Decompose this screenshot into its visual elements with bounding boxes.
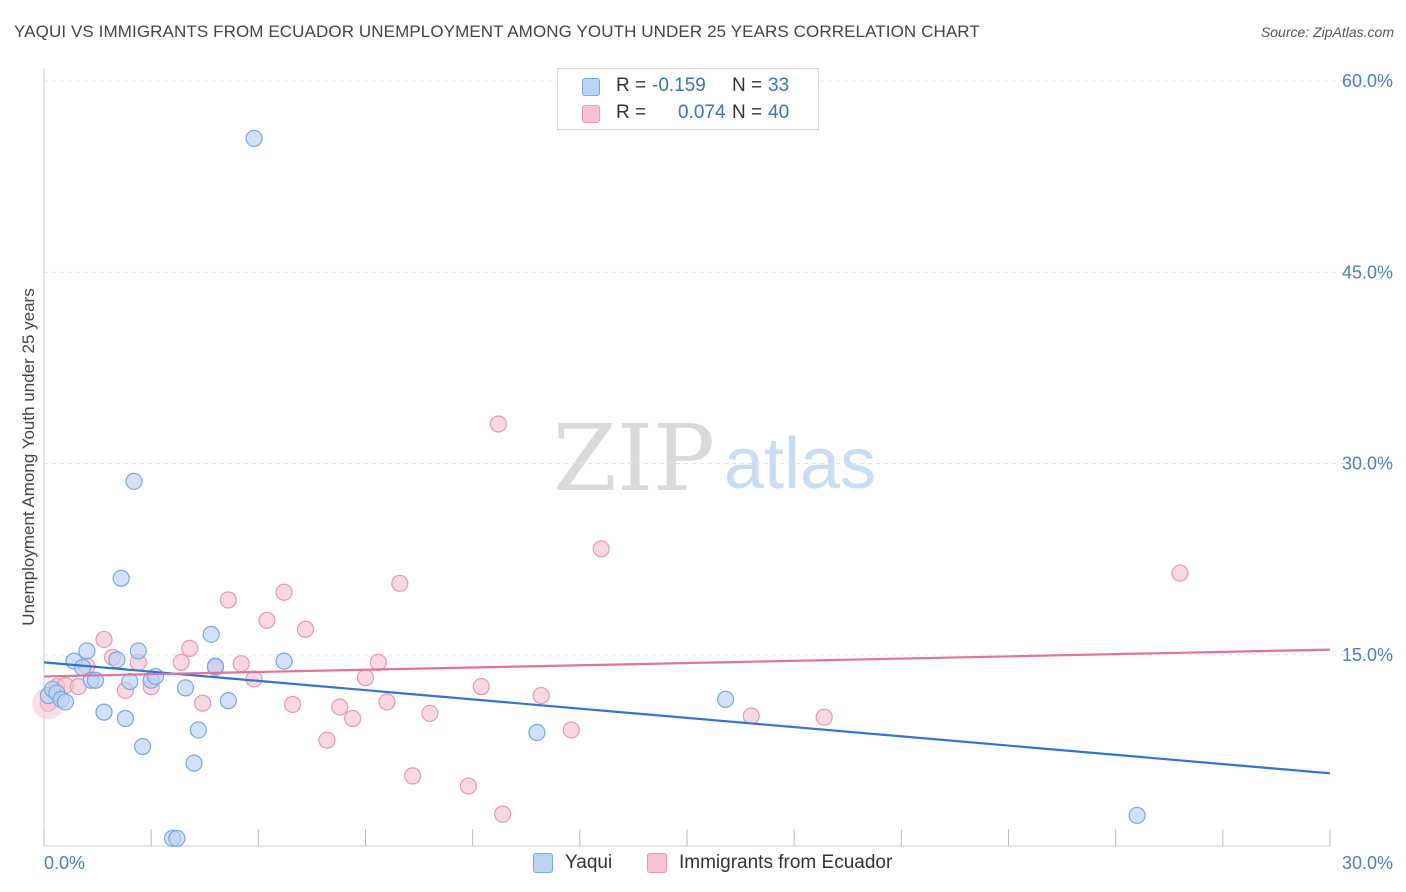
watermark-zip: ZIP — [553, 405, 715, 512]
legend-swatch-ecuador — [582, 105, 600, 123]
ecuador-point — [275, 583, 293, 601]
ecuador-point — [284, 695, 302, 714]
yaqui-point — [206, 657, 225, 675]
yaqui-point — [95, 703, 113, 721]
source-credit: Source: ZipAtlas.com — [1260, 24, 1394, 40]
ecuador-point — [1171, 564, 1189, 582]
y-tick-label-15: 15.0% — [1342, 645, 1393, 665]
watermark: ZIP atlas — [553, 405, 876, 512]
legend-n-label: N = — [732, 75, 763, 96]
x-tick-label-min: 0.0% — [44, 853, 85, 873]
bottom-legend-swatch-ecuador — [647, 853, 667, 873]
bottom-legend-label-ecuador: Immigrants from Ecuador — [679, 852, 893, 873]
ecuador-point — [356, 669, 375, 687]
yaqui-point — [129, 642, 147, 660]
ecuador-point — [219, 591, 237, 609]
legend-r-label: R = — [616, 75, 647, 96]
ecuador-point — [815, 708, 833, 726]
y-tick-label-45: 45.0% — [1342, 262, 1393, 282]
ecuador-point — [258, 611, 276, 629]
ecuador-point — [494, 805, 512, 823]
ecuador-point — [592, 540, 610, 558]
ecuador-point — [404, 767, 422, 785]
x-axis-ticks — [43, 829, 1331, 846]
ecuador-point — [344, 709, 362, 728]
y-axis-tick-labels: 15.0% 30.0% 45.0% 60.0% — [1342, 71, 1393, 665]
ecuador-point — [296, 620, 315, 638]
yaqui-point — [133, 737, 152, 756]
ecuador-trend-line — [43, 648, 1331, 678]
yaqui-points — [39, 129, 1146, 847]
legend-n-label: N = — [732, 102, 763, 123]
chart-title: YAQUI VS IMMIGRANTS FROM ECUADOR UNEMPLO… — [14, 22, 980, 41]
bottom-legend-swatch-yaqui — [533, 853, 553, 873]
x-tick-label-max: 30.0% — [1342, 853, 1393, 873]
ecuador-point — [95, 630, 113, 649]
ecuador-point — [742, 707, 760, 725]
y-tick-label-60: 60.0% — [1342, 71, 1393, 91]
gridlines — [44, 80, 1393, 656]
correlation-legend: R = -0.159 N = 33 R = 0.074 N = 40 — [557, 68, 819, 130]
yaqui-point — [245, 129, 263, 147]
ecuador-point — [562, 721, 580, 739]
yaqui-point — [56, 693, 75, 711]
ecuador-point — [378, 693, 396, 711]
yaqui-point — [168, 829, 186, 847]
ecuador-point — [318, 731, 336, 749]
yaqui-point — [116, 709, 135, 728]
ecuador-point — [459, 777, 477, 795]
ecuador-point — [181, 639, 199, 657]
ecuador-point — [331, 698, 349, 716]
yaqui-point — [202, 625, 220, 643]
legend-swatch-yaqui — [582, 78, 600, 96]
yaqui-point — [121, 672, 139, 691]
ecuador-point — [489, 415, 507, 433]
yaqui-point — [275, 652, 293, 670]
legend-r-label: R = — [616, 102, 647, 123]
yaqui-point — [108, 651, 126, 669]
yaqui-point — [716, 690, 735, 708]
y-axis-label: Unemployment Among Youth under 25 years — [19, 288, 38, 625]
yaqui-point — [112, 569, 130, 587]
ecuador-point — [472, 678, 490, 696]
yaqui-point — [78, 642, 96, 660]
legend-r-value-ecuador: 0.074 — [678, 102, 726, 123]
yaqui-point — [219, 692, 237, 710]
ecuador-point — [532, 686, 550, 705]
ecuador-point — [369, 653, 387, 672]
legend-n-value-yaqui: 33 — [768, 75, 790, 96]
yaqui-point — [176, 679, 195, 697]
ecuador-point — [391, 574, 409, 592]
ecuador-point — [194, 694, 212, 712]
bottom-legend-label-yaqui: Yaqui — [565, 852, 613, 873]
yaqui-point — [1128, 806, 1146, 825]
ecuador-point — [421, 704, 439, 723]
yaqui-point — [185, 754, 203, 772]
yaqui-point — [125, 472, 143, 490]
yaqui-trend-line — [43, 661, 1331, 775]
yaqui-point — [528, 723, 546, 742]
legend-n-value-ecuador: 40 — [768, 102, 790, 123]
legend-r-value-yaqui: -0.159 — [652, 75, 706, 96]
y-tick-label-30: 30.0% — [1342, 454, 1393, 474]
ecuador-point — [232, 655, 250, 673]
ecuador-point — [172, 653, 190, 672]
yaqui-point — [189, 721, 207, 739]
